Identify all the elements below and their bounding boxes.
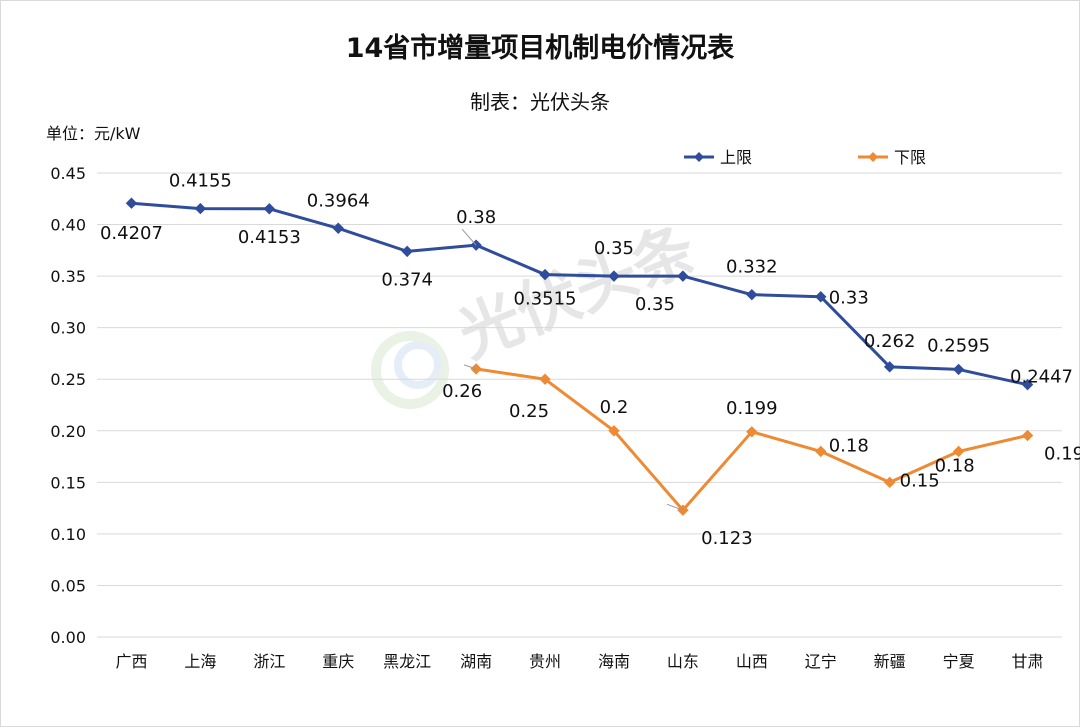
y-tick-label: 0.40 bbox=[50, 216, 86, 235]
y-tick-label: 0.45 bbox=[50, 164, 86, 183]
data-point bbox=[263, 203, 276, 215]
x-tick-label: 辽宁 bbox=[805, 652, 837, 671]
x-tick-label: 新疆 bbox=[874, 652, 906, 671]
series-line bbox=[475, 367, 1028, 512]
y-tick-label: 0.05 bbox=[50, 576, 86, 595]
x-tick-label: 广西 bbox=[115, 652, 147, 671]
data-label: 0.3515 bbox=[514, 289, 577, 310]
data-point bbox=[1021, 429, 1034, 442]
label-leader-line bbox=[463, 364, 477, 370]
y-tick-label: 0.00 bbox=[50, 628, 86, 647]
data-label: 0.2 bbox=[600, 397, 629, 418]
data-point bbox=[815, 291, 827, 303]
data-point bbox=[332, 222, 344, 234]
data-point bbox=[1021, 378, 1034, 391]
data-label: 0.199 bbox=[726, 398, 778, 419]
data-label: 0.18 bbox=[829, 435, 869, 456]
data-point bbox=[883, 361, 896, 373]
y-tick-label: 0.30 bbox=[50, 319, 86, 338]
data-point bbox=[401, 245, 413, 258]
data-point bbox=[608, 425, 620, 437]
y-tick-label: 0.35 bbox=[50, 267, 86, 286]
data-point bbox=[952, 445, 965, 458]
data-point bbox=[608, 270, 620, 282]
data-point bbox=[952, 363, 965, 376]
series-line bbox=[131, 201, 1028, 387]
data-label: 0.38 bbox=[456, 207, 496, 228]
y-tick-label: 0.25 bbox=[50, 370, 86, 389]
chart-subtitle: 制表：光伏头条 bbox=[470, 90, 610, 114]
x-tick-label: 重庆 bbox=[322, 652, 354, 671]
x-tick-label: 浙江 bbox=[253, 652, 285, 671]
data-label: 0.25 bbox=[509, 401, 549, 422]
watermark-text: 光伏头条 bbox=[448, 211, 705, 372]
x-tick-label: 海南 bbox=[598, 652, 630, 671]
data-label: 0.35 bbox=[635, 294, 675, 315]
legend-swatch-marker bbox=[868, 152, 878, 162]
data-label: 0.2447 bbox=[1010, 367, 1073, 388]
data-point bbox=[746, 288, 758, 301]
x-tick-label: 上海 bbox=[184, 652, 216, 671]
data-point bbox=[746, 426, 758, 438]
data-label: 0.123 bbox=[701, 528, 753, 549]
label-leader-line bbox=[666, 503, 684, 511]
legend-label: 下限 bbox=[894, 148, 926, 167]
data-label: 0.1954 bbox=[1044, 444, 1080, 465]
y-tick-label: 0.15 bbox=[50, 473, 86, 492]
legend-swatch-marker bbox=[694, 152, 704, 162]
y-tick-label: 0.10 bbox=[50, 525, 86, 544]
data-label: 0.33 bbox=[829, 288, 869, 309]
data-point bbox=[677, 270, 689, 282]
data-label: 0.35 bbox=[594, 238, 634, 259]
data-label: 0.332 bbox=[726, 257, 778, 278]
data-point bbox=[125, 197, 138, 209]
data-label: 0.374 bbox=[381, 269, 433, 290]
y-tick-label: 0.20 bbox=[50, 422, 86, 441]
data-point bbox=[815, 445, 827, 458]
x-tick-label: 宁夏 bbox=[943, 652, 975, 671]
data-point bbox=[539, 268, 551, 281]
x-tick-label: 湖南 bbox=[460, 652, 492, 671]
data-label: 0.26 bbox=[442, 381, 482, 402]
data-point bbox=[539, 373, 551, 385]
x-tick-label: 山东 bbox=[667, 652, 699, 671]
unit-label: 单位：元/kW bbox=[46, 124, 141, 143]
x-tick-label: 山西 bbox=[736, 652, 768, 671]
data-point bbox=[883, 476, 896, 489]
data-label: 0.3964 bbox=[307, 190, 370, 211]
chart-title: 14省市增量项目机制电价情况表 bbox=[345, 33, 735, 64]
data-label: 0.15 bbox=[900, 470, 940, 491]
data-label: 0.18 bbox=[935, 455, 975, 476]
data-label: 0.4153 bbox=[238, 227, 301, 248]
data-point bbox=[194, 202, 207, 215]
x-tick-label: 贵州 bbox=[529, 652, 561, 671]
data-label: 0.2595 bbox=[927, 335, 990, 356]
label-leader-line bbox=[461, 228, 477, 246]
watermark-logo-inner bbox=[394, 341, 442, 389]
x-tick-label: 甘肃 bbox=[1012, 652, 1044, 671]
data-label: 0.4155 bbox=[169, 171, 232, 192]
data-label: 0.4207 bbox=[100, 223, 163, 244]
data-label: 0.262 bbox=[864, 331, 916, 352]
watermark-logo-ring bbox=[371, 331, 449, 409]
legend-label: 上限 bbox=[720, 148, 752, 167]
x-tick-label: 黑龙江 bbox=[383, 652, 431, 671]
